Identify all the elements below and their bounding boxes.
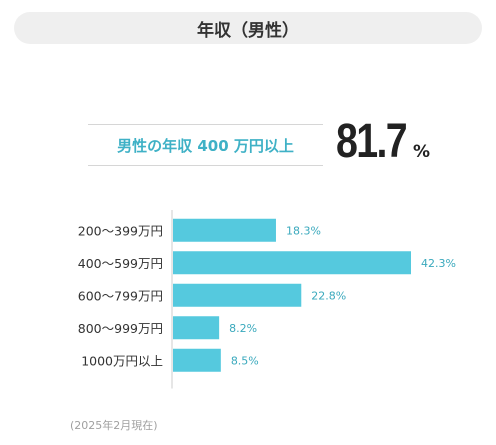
bar: [173, 348, 221, 372]
chart-title: 年収（男性）: [197, 20, 299, 41]
bar: [173, 251, 411, 275]
category-label: 800〜999万円: [78, 321, 163, 336]
category-label: 1000万円以上: [81, 353, 163, 368]
headline-unit: %: [413, 142, 431, 162]
title-bar: 年収（男性）: [14, 12, 482, 44]
footnote: (2025年2月現在): [70, 419, 158, 432]
value-label: 22.8%: [311, 289, 346, 302]
bar: [173, 283, 302, 307]
category-label: 200〜399万円: [78, 223, 163, 238]
value-label: 42.3%: [421, 257, 456, 270]
headline-value: 81.7: [336, 115, 408, 168]
bar: [173, 316, 220, 340]
value-label: 8.2%: [229, 322, 257, 335]
headline-box: 男性の年収 400 万円以上: [88, 124, 323, 166]
value-label: 8.5%: [231, 354, 259, 367]
headline-label: 男性の年収 400 万円以上: [117, 136, 294, 155]
bar: [173, 218, 276, 242]
value-label: 18.3%: [286, 224, 321, 237]
category-label: 400〜599万円: [78, 256, 163, 271]
category-label: 600〜799万円: [78, 288, 163, 303]
